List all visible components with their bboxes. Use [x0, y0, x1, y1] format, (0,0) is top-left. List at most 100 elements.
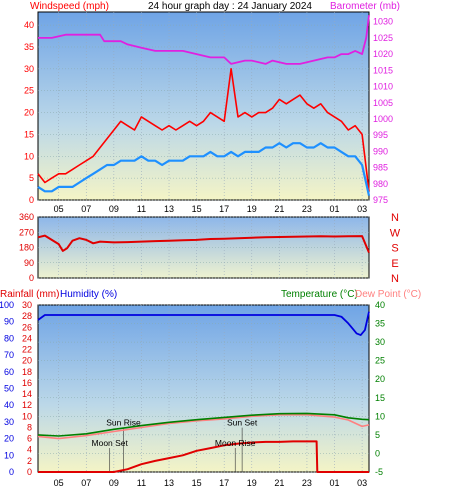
chart-title: 24 hour graph day : 24 January 2024	[148, 1, 312, 12]
x-tick-label: 03	[357, 478, 367, 488]
barometer-tick-label: 985	[373, 163, 388, 173]
x-tick-label: 01	[330, 204, 340, 214]
rainfall-tick-label: 6	[27, 434, 32, 444]
compass-label: N	[391, 273, 399, 285]
windspeed-axis-label: Windspeed (mph)	[30, 1, 109, 12]
compass-label: S	[391, 243, 398, 255]
barometer-tick-label: 1000	[373, 114, 393, 124]
humidity-tick-label: 100	[0, 300, 14, 310]
humidity-tick-label: 60	[4, 367, 14, 377]
direction-tick-label: 180	[19, 243, 34, 253]
direction-tick-label: 0	[29, 273, 34, 283]
humidity-tick-label: 20	[4, 434, 14, 444]
compass-label: N	[391, 212, 399, 224]
annotation-label: Sun Rise	[106, 418, 141, 428]
x-tick-label: 15	[192, 204, 202, 214]
temperature-tick-label: 0	[375, 448, 380, 458]
rainfall-tick-label: 12	[22, 400, 32, 410]
annotation-label: Sun Set	[227, 418, 258, 428]
humidity-tick-label: 0	[9, 467, 14, 477]
windspeed-tick-label: 15	[24, 129, 34, 139]
x-tick-label: 19	[247, 204, 257, 214]
humidity-tick-label: 10	[4, 450, 14, 460]
x-tick-label: 07	[81, 204, 91, 214]
annotation-label: Moon Set	[92, 438, 129, 448]
x-tick-label: 11	[137, 478, 146, 488]
x-tick-label: 07	[81, 478, 91, 488]
barometer-line	[38, 15, 370, 65]
x-tick-label: 09	[109, 478, 119, 488]
x-tick-label: 01	[330, 478, 340, 488]
x-tick-label: 03	[357, 204, 367, 214]
rainfall-tick-label: 18	[22, 367, 32, 377]
temperature-tick-label: 40	[375, 300, 385, 310]
humidity-tick-label: 70	[4, 350, 14, 360]
rainfall-tick-label: 8	[27, 422, 32, 432]
rainfall-axis-label: Rainfall (mm)	[0, 289, 59, 300]
windspeed-tick-label: 35	[24, 42, 34, 52]
wind-direction-line	[37, 234, 370, 253]
rainfall-tick-label: 24	[22, 333, 32, 343]
annotation-label: Moon Rise	[215, 438, 256, 448]
rainfall-tick-label: 28	[22, 311, 32, 321]
temperature-tick-label: 15	[375, 393, 385, 403]
barometer-tick-label: 975	[373, 195, 388, 205]
barometer-tick-label: 990	[373, 146, 388, 156]
rainfall-tick-label: 10	[22, 411, 32, 421]
windspeed-tick-label: 40	[24, 20, 34, 30]
barometer-tick-label: 1020	[373, 49, 393, 59]
x-tick-label: 17	[219, 204, 229, 214]
humidity-tick-label: 90	[4, 317, 14, 327]
humidity-tick-label: 50	[4, 384, 14, 394]
barometer-tick-label: 1025	[373, 33, 393, 43]
wind-panel-background	[37, 11, 370, 201]
humidity-tick-label: 40	[4, 400, 14, 410]
windspeed-tick-label: 20	[24, 108, 34, 118]
temperature-tick-label: 35	[375, 319, 385, 329]
windspeed-tick-label: 10	[24, 151, 34, 161]
x-tick-label: 23	[302, 478, 312, 488]
rainfall-tick-label: 22	[22, 345, 32, 355]
x-tick-label: 15	[192, 478, 202, 488]
humidity-axis-label: Humidity (%)	[60, 289, 117, 300]
x-tick-label: 13	[164, 478, 174, 488]
rainfall-tick-label: 14	[22, 389, 32, 399]
x-tick-label: 05	[54, 478, 64, 488]
temperature-axis-label: Temperature (°C)	[281, 289, 358, 300]
barometer-tick-label: 1015	[373, 65, 393, 75]
rainfall-tick-label: 16	[22, 378, 32, 388]
barometer-tick-label: 1005	[373, 98, 393, 108]
dew-point-line	[37, 413, 370, 440]
x-tick-label: 19	[247, 478, 257, 488]
rainfall-line	[38, 440, 369, 473]
rainfall-tick-label: 4	[27, 445, 32, 455]
barometer-tick-label: 995	[373, 130, 388, 140]
x-tick-label: 21	[274, 204, 284, 214]
wind-average-line	[37, 142, 371, 196]
temperature-tick-label: 10	[375, 411, 385, 421]
compass-label: W	[390, 227, 401, 239]
wind-gust-line	[37, 68, 370, 192]
x-tick-label: 09	[109, 204, 119, 214]
compass-label: E	[391, 258, 398, 270]
humidity-tick-label: 80	[4, 333, 14, 343]
rainfall-tick-label: 26	[22, 322, 32, 332]
temperature-tick-label: 30	[375, 337, 385, 347]
barometer-axis-label: Barometer (mb)	[330, 1, 400, 12]
temperature-tick-label: -5	[375, 467, 383, 477]
barometer-tick-label: 980	[373, 179, 388, 189]
windspeed-tick-label: 5	[29, 173, 34, 183]
direction-tick-label: 90	[24, 258, 34, 268]
x-tick-label: 21	[274, 478, 284, 488]
humidity-tick-label: 30	[4, 417, 14, 427]
rainfall-tick-label: 20	[22, 356, 32, 366]
temp-panel-background	[37, 304, 370, 473]
temperature-tick-label: 20	[375, 374, 385, 384]
x-tick-label: 23	[302, 204, 312, 214]
temperature-tick-label: 25	[375, 356, 385, 366]
temperature-line	[37, 412, 370, 437]
windspeed-tick-label: 0	[29, 195, 34, 205]
x-tick-label: 17	[219, 478, 229, 488]
